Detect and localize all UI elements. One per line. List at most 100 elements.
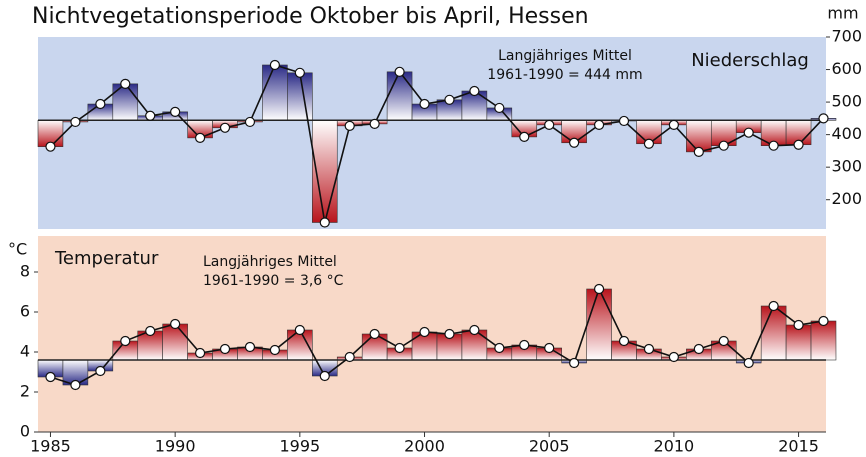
point: [269, 59, 280, 71]
y-tick-label: 0: [20, 422, 30, 441]
point: [394, 342, 405, 354]
point: [219, 122, 231, 133]
bar: [162, 323, 188, 361]
annotation: 1961-1990 = 444 mm: [487, 67, 642, 83]
panel-label: Temperatur: [54, 248, 159, 269]
point: [294, 67, 305, 78]
point: [95, 98, 106, 110]
point: [394, 66, 405, 77]
point: [269, 344, 280, 356]
x-tick-label: 1995: [279, 437, 320, 456]
point: [569, 357, 580, 369]
y-tick-label: 2: [20, 382, 30, 401]
point: [668, 351, 679, 363]
point: [593, 283, 605, 295]
point: [45, 141, 56, 152]
point: [70, 379, 81, 391]
y-tick-label: 300: [831, 157, 862, 176]
point: [818, 315, 829, 327]
bar: [112, 83, 139, 121]
point: [194, 132, 206, 143]
point: [344, 120, 355, 131]
point: [444, 94, 455, 105]
annotation: 1961-1990 = 3,6 °C: [203, 273, 344, 289]
point: [569, 137, 580, 148]
bar: [386, 71, 413, 121]
point: [319, 217, 330, 228]
bar: [586, 288, 612, 361]
point: [643, 343, 655, 355]
chart-title: Nichtvegetationsperiode Oktober bis Apri…: [32, 4, 589, 29]
point: [170, 106, 181, 117]
bar: [287, 72, 313, 121]
y-tick-label: 600: [831, 59, 862, 78]
bar: [686, 120, 712, 153]
point: [718, 140, 729, 151]
point: [469, 85, 480, 97]
point: [768, 140, 779, 151]
point: [668, 119, 679, 130]
point: [519, 339, 530, 351]
point: [768, 300, 779, 312]
x-tick-label: 1985: [30, 437, 71, 456]
point: [95, 365, 106, 377]
point: [818, 113, 829, 124]
point: [419, 326, 430, 338]
point: [294, 324, 305, 336]
point: [743, 127, 754, 138]
point: [219, 343, 231, 355]
line: [49, 64, 825, 223]
panel-label: Niederschlag: [691, 50, 809, 71]
point: [70, 116, 81, 128]
bar: [785, 324, 812, 361]
bar: [810, 320, 837, 361]
point: [793, 139, 804, 150]
point: [319, 370, 330, 382]
annotation: Langjähriges Mittel: [498, 48, 632, 64]
point: [618, 335, 630, 347]
point: [718, 335, 729, 347]
y-tick-label: 6: [20, 302, 30, 321]
point: [593, 119, 605, 130]
point: [544, 119, 555, 130]
point: [145, 325, 156, 337]
bar: [760, 305, 787, 361]
y-axis-unit: °C: [8, 240, 27, 259]
point: [444, 328, 455, 340]
y-tick-label: 500: [831, 92, 862, 111]
annotation: Langjähriges Mittel: [203, 254, 337, 270]
x-tick-label: 1990: [155, 437, 196, 456]
point: [494, 102, 505, 114]
point: [244, 341, 256, 353]
point: [170, 318, 181, 330]
bar: [262, 64, 288, 121]
point: [194, 347, 206, 359]
point: [494, 342, 505, 354]
point: [145, 110, 156, 121]
y-tick-label: 4: [20, 342, 30, 361]
point: [344, 351, 355, 363]
point: [45, 371, 56, 383]
y-tick-label: 200: [831, 189, 862, 208]
point: [120, 78, 131, 89]
point: [793, 319, 804, 331]
point: [244, 116, 256, 128]
point: [544, 342, 555, 354]
y-tick-label: 700: [831, 27, 862, 46]
point: [519, 131, 530, 143]
point: [369, 118, 380, 129]
point: [369, 328, 380, 340]
x-tick-label: 2005: [529, 437, 570, 456]
point: [618, 115, 630, 127]
x-tick-label: 2000: [404, 437, 445, 456]
point: [743, 357, 754, 369]
point: [643, 138, 655, 149]
y-tick-label: 400: [831, 124, 862, 143]
y-axis-unit: mm: [827, 4, 858, 23]
point: [469, 324, 480, 336]
point: [693, 343, 704, 355]
x-tick-label: 2010: [654, 437, 695, 456]
point: [693, 146, 704, 157]
point: [120, 335, 131, 347]
